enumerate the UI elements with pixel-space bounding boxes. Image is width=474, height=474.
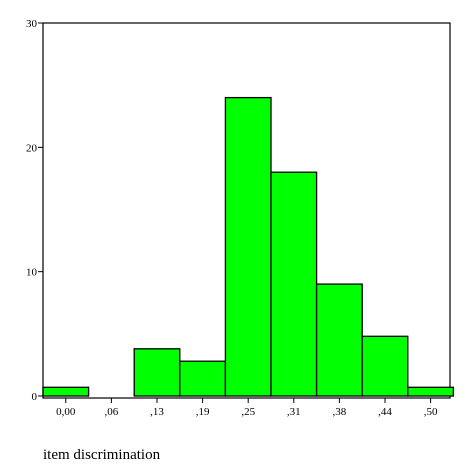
y-tick-label: 20 [26,142,38,154]
x-tick-label: ,31 [287,406,301,418]
y-tick-label: 0 [32,391,38,403]
bars-group [42,96,455,397]
x-tick-label: ,13 [150,406,164,418]
histogram-bar [407,386,455,397]
y-axis: 0 10 20 30 [26,18,43,403]
x-tick-label: ,50 [424,406,438,418]
x-axis: 0,00 ,06 ,13 ,19 ,25 ,31 ,38 ,44 ,50 [56,398,438,418]
x-tick-label: ,25 [241,406,255,418]
x-tick-label: ,44 [378,406,392,418]
y-tick-label: 30 [26,18,38,30]
y-tick-label: 10 [26,267,38,279]
histogram-bar [133,348,181,397]
histogram-bar [270,171,318,397]
x-tick-label: ,19 [196,406,210,418]
histogram-bar [315,283,363,397]
histogram-bar [224,96,272,397]
x-axis-label: item discrimination [43,447,161,463]
histogram-bar [42,386,90,397]
x-tick-label: 0,00 [56,406,76,418]
x-tick-label: ,38 [333,406,347,418]
histogram-bar [361,335,409,397]
x-tick-label: ,06 [105,406,119,418]
plot-area-frame [42,22,451,399]
histogram-bar [179,360,227,397]
